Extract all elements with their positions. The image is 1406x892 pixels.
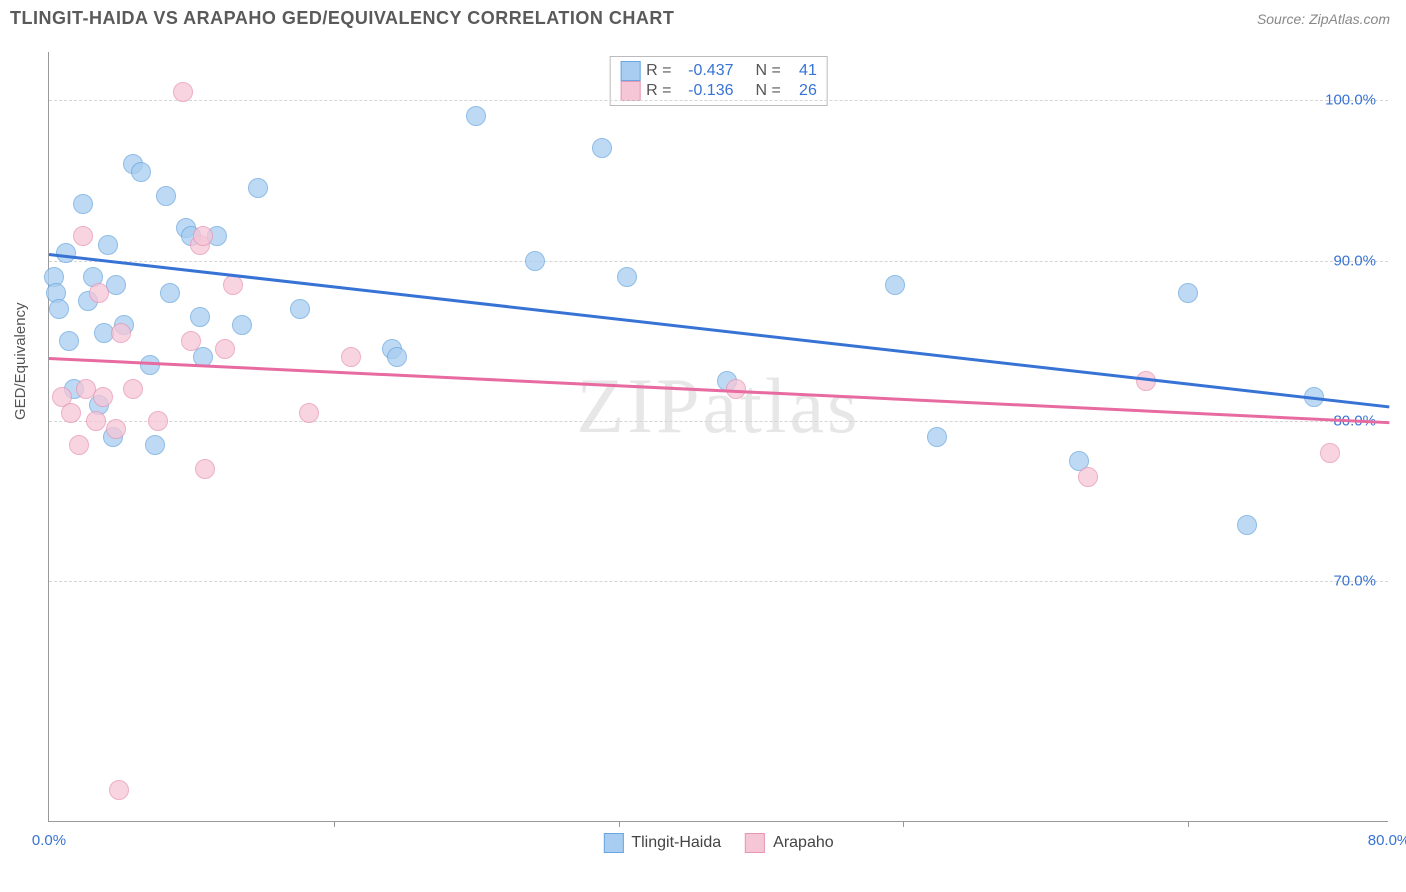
scatter-point — [89, 283, 109, 303]
scatter-point — [1178, 283, 1198, 303]
scatter-point — [592, 138, 612, 158]
y-tick-label: 90.0% — [1333, 252, 1376, 269]
chart-plot-area: ZIPatlas R =-0.437N =41R =-0.136N =26 Tl… — [48, 52, 1388, 822]
scatter-point — [248, 178, 268, 198]
y-tick-label: 70.0% — [1333, 573, 1376, 590]
scatter-point — [215, 339, 235, 359]
scatter-point — [156, 186, 176, 206]
scatter-point — [59, 331, 79, 351]
r-value: -0.437 — [678, 62, 734, 80]
r-value: -0.136 — [678, 82, 734, 100]
n-label: N = — [756, 82, 781, 100]
scatter-point — [73, 194, 93, 214]
scatter-point — [73, 226, 93, 246]
legend-swatch — [745, 833, 765, 853]
grid-line — [49, 261, 1388, 262]
scatter-point — [387, 347, 407, 367]
r-label: R = — [646, 82, 671, 100]
x-tick-mark — [1188, 821, 1189, 827]
legend-swatch — [620, 81, 640, 101]
scatter-point — [232, 315, 252, 335]
scatter-point — [290, 299, 310, 319]
scatter-point — [86, 411, 106, 431]
grid-line — [49, 100, 1388, 101]
scatter-point — [173, 82, 193, 102]
grid-line — [49, 421, 1388, 422]
scatter-point — [617, 267, 637, 287]
legend-swatch — [620, 61, 640, 81]
source-label: Source: ZipAtlas.com — [1257, 11, 1390, 27]
r-label: R = — [646, 62, 671, 80]
n-label: N = — [756, 62, 781, 80]
legend-swatch — [603, 833, 623, 853]
legend-row: R = -0.136 N = 26 — [620, 81, 817, 101]
x-tick-label: 80.0% — [1368, 832, 1406, 849]
scatter-point — [109, 780, 129, 800]
legend-label: Tlingit-Haida — [631, 834, 721, 852]
n-value: 26 — [787, 82, 817, 100]
scatter-point — [1237, 515, 1257, 535]
series-legend: Tlingit-Haida Arapaho — [603, 833, 833, 853]
scatter-point — [140, 355, 160, 375]
scatter-point — [1320, 443, 1340, 463]
n-value: 41 — [787, 62, 817, 80]
scatter-point — [56, 243, 76, 263]
y-tick-label: 100.0% — [1325, 92, 1376, 109]
scatter-point — [885, 275, 905, 295]
scatter-point — [106, 419, 126, 439]
scatter-point — [195, 459, 215, 479]
legend-row: R = -0.437 N = 41 — [620, 61, 817, 81]
scatter-point — [93, 387, 113, 407]
scatter-point — [299, 403, 319, 423]
legend-label: Arapaho — [773, 834, 834, 852]
scatter-point — [131, 162, 151, 182]
y-axis-label: GED/Equivalency — [12, 302, 29, 420]
scatter-point — [69, 435, 89, 455]
scatter-point — [145, 435, 165, 455]
scatter-point — [148, 411, 168, 431]
scatter-point — [160, 283, 180, 303]
scatter-point — [193, 226, 213, 246]
scatter-point — [223, 275, 243, 295]
x-tick-label: 0.0% — [32, 832, 66, 849]
scatter-point — [181, 331, 201, 351]
scatter-point — [98, 235, 118, 255]
scatter-point — [341, 347, 361, 367]
scatter-point — [49, 299, 69, 319]
scatter-point — [111, 323, 131, 343]
scatter-point — [123, 379, 143, 399]
grid-line — [49, 581, 1388, 582]
scatter-point — [927, 427, 947, 447]
scatter-point — [466, 106, 486, 126]
scatter-point — [190, 307, 210, 327]
correlation-legend: R = -0.437 N = 41 R = -0.136 N = 26 — [609, 56, 828, 106]
legend-item: Tlingit-Haida — [603, 833, 721, 853]
scatter-point — [525, 251, 545, 271]
trend-line — [49, 357, 1389, 424]
x-tick-mark — [334, 821, 335, 827]
legend-item: Arapaho — [745, 833, 834, 853]
chart-title: TLINGIT-HAIDA VS ARAPAHO GED/EQUIVALENCY… — [10, 8, 674, 29]
scatter-point — [61, 403, 81, 423]
scatter-point — [1078, 467, 1098, 487]
x-tick-mark — [903, 821, 904, 827]
x-tick-mark — [619, 821, 620, 827]
